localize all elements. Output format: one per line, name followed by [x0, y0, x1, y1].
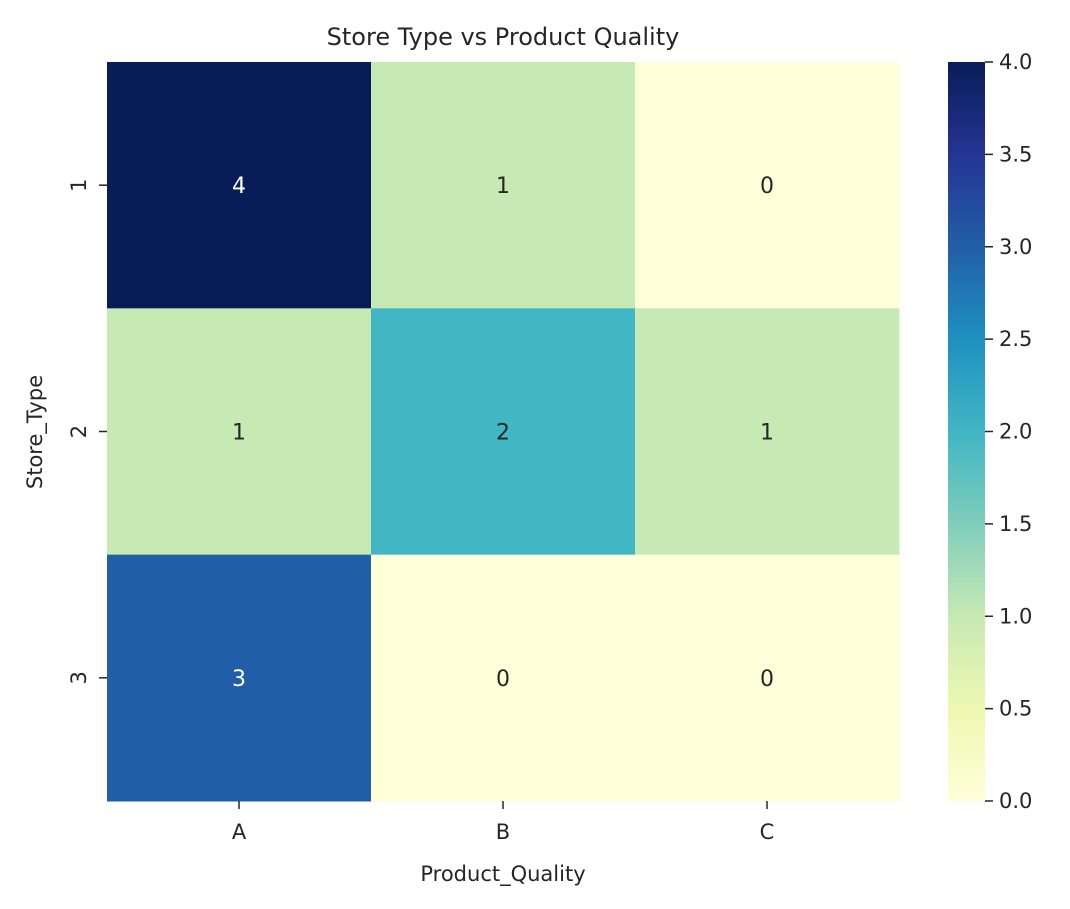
heatmap-cell: [371, 62, 636, 309]
x-axis: A B C: [232, 801, 775, 844]
heatmap-cell: [107, 62, 372, 309]
cell-value-label: 0: [760, 174, 774, 199]
cell-value-label: 0: [496, 667, 510, 692]
x-tick-label: A: [232, 820, 247, 844]
y-tick-label: 3: [67, 671, 91, 684]
colorbar-tick-label: 3.0: [999, 235, 1032, 259]
cell-value-label: 4: [232, 174, 246, 199]
heatmap-cell: [635, 554, 900, 802]
heatmap-cell: [371, 308, 636, 556]
heatmap-cell: [635, 62, 900, 309]
x-tick-label: B: [496, 820, 510, 844]
colorbar-tick-label: 0.0: [999, 789, 1032, 813]
y-axis: 1 2 3: [67, 178, 107, 685]
y-axis-label: Store_Type: [23, 375, 48, 489]
heatmap-cell: [371, 554, 636, 802]
colorbar-tick-label: 0.5: [999, 697, 1032, 721]
heatmap-cell: [107, 554, 372, 802]
x-axis-label: Product_Quality: [420, 862, 585, 887]
heatmap-cells: 4 1 0 1 2 1 3 0 0: [107, 62, 900, 802]
cell-value-label: 1: [232, 421, 246, 446]
colorbar-gradient: [948, 62, 985, 801]
colorbar-tick-label: 1.0: [999, 604, 1032, 628]
colorbar-tick-label: 2.0: [999, 420, 1032, 444]
colorbar-tick-label: 3.5: [999, 142, 1032, 166]
cell-value-label: 1: [760, 421, 774, 446]
heatmap-cell: [635, 308, 900, 556]
colorbar-tick-label: 4.0: [999, 50, 1032, 74]
colorbar-tick-label: 2.5: [999, 327, 1032, 351]
y-tick-label: 1: [67, 178, 91, 191]
cell-value-label: 3: [232, 667, 246, 692]
cell-value-label: 1: [496, 174, 510, 199]
cell-value-label: 2: [496, 421, 510, 446]
chart-title: Store Type vs Product Quality: [327, 23, 680, 51]
heatmap-cell: [107, 308, 372, 556]
colorbar-tick-label: 1.5: [999, 512, 1032, 536]
colorbar: 0.0 0.5 1.0 1.5 2.0 2.5 3.0 3.5 4.0: [948, 50, 1032, 813]
y-tick-label: 2: [67, 425, 91, 438]
cell-value-label: 0: [760, 667, 774, 692]
x-tick-label: C: [760, 820, 775, 844]
